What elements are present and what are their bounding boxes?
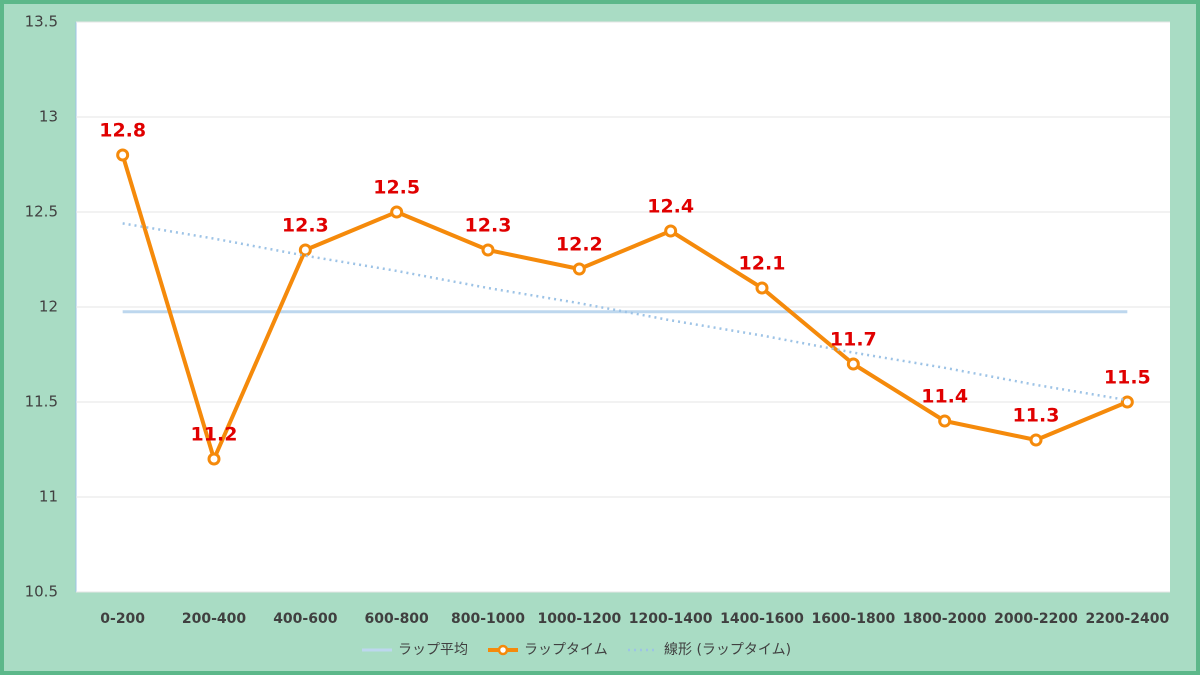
point xyxy=(207,452,221,466)
x-tick-label: 2200-2400 xyxy=(1085,611,1169,627)
series-line xyxy=(120,154,1129,461)
data-label: 12.4 xyxy=(647,196,694,218)
point xyxy=(938,414,952,428)
x-tick-label: 0-200 xyxy=(100,611,145,627)
y-tick-label: 11 xyxy=(39,488,58,506)
point xyxy=(116,148,130,162)
legend-label: ラップタイム xyxy=(524,642,608,658)
legend-label: ラップ平均 xyxy=(398,642,468,658)
x-tick-label: 1800-2000 xyxy=(903,611,987,627)
point xyxy=(1120,395,1134,409)
x-tick-label: 400-600 xyxy=(273,611,338,627)
data-label: 12.8 xyxy=(99,120,146,142)
x-tick-label: 1400-1600 xyxy=(720,611,804,627)
legend-marker xyxy=(497,644,509,656)
point xyxy=(481,243,495,257)
point xyxy=(1029,433,1043,447)
point xyxy=(572,262,586,276)
y-tick-label: 11.5 xyxy=(25,393,58,411)
data-label: 11.5 xyxy=(1104,367,1151,389)
data-label: 11.4 xyxy=(921,386,968,408)
x-tick-label: 2000-2200 xyxy=(994,611,1078,627)
data-label: 12.5 xyxy=(373,177,420,199)
x-tick-label: 800-1000 xyxy=(451,611,525,627)
y-tick-label: 12.5 xyxy=(25,203,58,221)
data-label: 12.3 xyxy=(465,215,512,237)
point xyxy=(755,281,769,295)
data-label: 11.7 xyxy=(830,329,877,351)
x-tick-label: 1000-1200 xyxy=(537,611,621,627)
data-label: 12.1 xyxy=(739,253,786,275)
y-tick-label: 10.5 xyxy=(25,583,58,601)
x-tick-label: 200-400 xyxy=(182,611,247,627)
y-tick-label: 13 xyxy=(39,108,58,126)
series-line xyxy=(122,222,1128,402)
x-tick-label: 1600-1800 xyxy=(811,611,895,627)
point xyxy=(664,224,678,238)
point xyxy=(390,205,404,219)
data-label: 12.3 xyxy=(282,215,329,237)
y-tick-label: 12 xyxy=(39,298,58,316)
x-tick-label: 1200-1400 xyxy=(629,611,713,627)
data-label: 11.3 xyxy=(1013,405,1060,427)
point xyxy=(298,243,312,257)
data-label: 12.2 xyxy=(556,234,603,256)
point xyxy=(846,357,860,371)
data-label: 11.2 xyxy=(191,424,238,446)
y-tick-label: 13.5 xyxy=(25,13,58,31)
legend-label: 線形 (ラップタイム) xyxy=(664,642,791,658)
x-tick-label: 600-800 xyxy=(365,611,430,627)
